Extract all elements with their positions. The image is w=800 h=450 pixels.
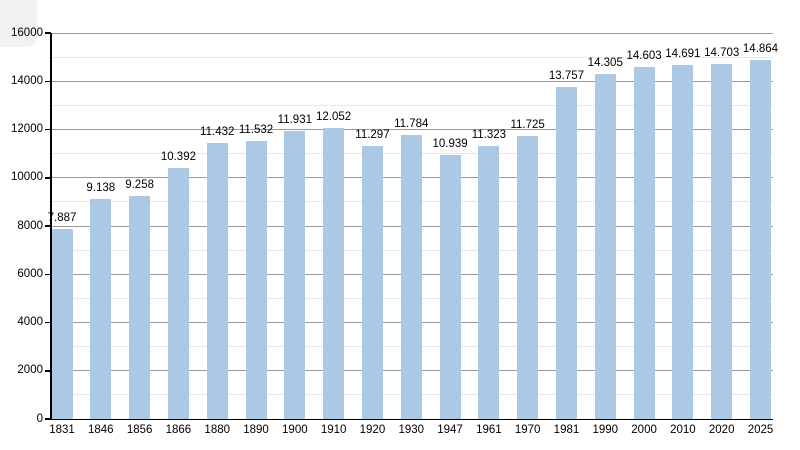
x-tick-label: 1920 — [359, 423, 386, 436]
y-axis-tick — [45, 32, 51, 34]
bar — [361, 146, 383, 419]
bar — [206, 143, 228, 419]
y-tick-label: 4000 — [17, 316, 43, 328]
y-axis-tick — [45, 128, 51, 131]
y-axis-tick — [45, 177, 51, 179]
bar-value-label: 9.138 — [86, 181, 116, 194]
bar-value-label: 9.258 — [125, 178, 154, 191]
y-tick-label: 0 — [36, 412, 43, 425]
bar-value-label: 14.864 — [742, 43, 779, 56]
bar — [750, 60, 771, 419]
y-tick-label: 8000 — [17, 219, 43, 232]
bar — [594, 73, 616, 419]
bar-value-label: 14.703 — [704, 47, 740, 60]
bar — [672, 64, 694, 419]
bar-value-label: 14.603 — [626, 49, 662, 62]
bar — [284, 131, 306, 419]
gridline-minor — [51, 104, 773, 106]
bar — [51, 228, 73, 419]
y-axis-tick — [45, 418, 51, 420]
x-tick-label: 1910 — [320, 423, 347, 436]
bar — [633, 66, 655, 419]
x-tick-label: 1880 — [204, 423, 231, 436]
bar-value-label: 11.784 — [394, 117, 429, 130]
bar — [400, 134, 422, 419]
x-tick-label: 2025 — [747, 423, 774, 436]
x-tick-label: 1856 — [126, 423, 153, 436]
x-tick-label: 1990 — [592, 423, 619, 436]
y-axis-tick — [45, 225, 51, 227]
gridline-major — [51, 80, 773, 82]
x-tick-label: 2000 — [631, 423, 657, 436]
bar — [555, 87, 577, 419]
x-tick-label: 1970 — [514, 423, 541, 436]
y-axis-tick — [45, 80, 51, 82]
bar — [129, 195, 151, 419]
bar-value-label: 11.725 — [510, 119, 545, 132]
x-tick-label: 1866 — [165, 423, 192, 436]
bar — [167, 168, 189, 419]
y-tick-label: 12000 — [11, 123, 43, 135]
y-axis-tick — [45, 321, 51, 324]
x-tick-label: 1947 — [437, 423, 463, 436]
x-tick-label: 2010 — [670, 423, 696, 436]
bar — [90, 198, 112, 419]
x-tick-label: 1961 — [476, 423, 502, 436]
bar-value-label: 14.691 — [665, 47, 701, 60]
y-tick-label: 6000 — [17, 267, 43, 280]
gridline-major — [51, 32, 773, 34]
x-axis-line — [45, 418, 773, 420]
x-tick-label: 2020 — [708, 423, 735, 436]
bar-value-label: 7.887 — [47, 211, 77, 224]
bar-value-label: 11.297 — [355, 129, 390, 142]
bar-value-label: 14.305 — [587, 56, 623, 69]
bar-value-label: 11.323 — [471, 128, 507, 141]
bar-value-label: 10.939 — [432, 138, 468, 151]
bar-value-label: 11.432 — [200, 126, 235, 139]
bar-value-label: 12.052 — [316, 111, 352, 124]
bar — [245, 140, 267, 419]
y-tick-label: 10000 — [11, 171, 43, 184]
y-tick-label: 14000 — [11, 74, 43, 87]
y-axis-tick — [45, 370, 51, 372]
gridline-major — [51, 129, 773, 130]
y-tick-label: 2000 — [17, 364, 43, 377]
bar-value-label: 11.532 — [238, 123, 274, 136]
bar — [711, 64, 733, 419]
x-tick-label: 1831 — [49, 423, 75, 436]
y-tick-label: 16000 — [11, 26, 43, 39]
bar-value-label: 10.392 — [160, 151, 196, 164]
bar — [478, 145, 500, 419]
bar — [323, 128, 345, 419]
y-axis-tick — [45, 273, 51, 275]
bar-value-label: 13.757 — [548, 70, 585, 83]
x-tick-label: 1846 — [88, 423, 114, 436]
x-tick-label: 1981 — [553, 423, 580, 436]
x-tick-label: 1900 — [282, 423, 308, 436]
bar — [517, 136, 539, 419]
x-tick-label: 1890 — [243, 423, 269, 436]
bar-value-label: 11.931 — [277, 114, 312, 127]
corner-artifact — [0, 0, 37, 47]
x-tick-label: 1930 — [398, 423, 425, 436]
bar — [439, 155, 461, 419]
gridline-minor — [51, 56, 773, 58]
